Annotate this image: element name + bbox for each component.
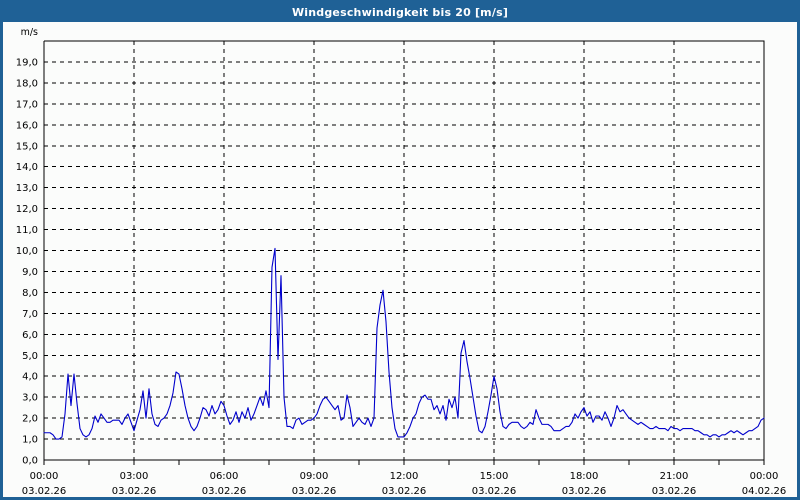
svg-text:3,0: 3,0: [22, 393, 38, 404]
svg-text:7,0: 7,0: [22, 309, 38, 320]
svg-text:19,0: 19,0: [16, 57, 38, 68]
y-axis-unit-label: m/s: [21, 27, 38, 38]
svg-text:14,0: 14,0: [16, 162, 38, 173]
svg-text:11,0: 11,0: [16, 225, 38, 236]
svg-text:06:00: 06:00: [210, 471, 239, 482]
svg-text:0,0: 0,0: [22, 456, 38, 467]
svg-text:03.02.26: 03.02.26: [472, 486, 517, 497]
svg-text:8,0: 8,0: [22, 288, 38, 299]
svg-text:18,0: 18,0: [16, 78, 38, 89]
svg-text:12,0: 12,0: [16, 204, 38, 215]
vertical-gridlines: [133, 41, 675, 460]
svg-text:9,0: 9,0: [22, 267, 38, 278]
svg-text:13,0: 13,0: [16, 183, 38, 194]
svg-text:00:00: 00:00: [30, 471, 59, 482]
svg-text:21:00: 21:00: [660, 471, 689, 482]
svg-text:18:00: 18:00: [570, 471, 599, 482]
svg-text:03.02.26: 03.02.26: [652, 486, 697, 497]
y-axis-tick-labels: 0,0 1,0 2,0 3,0 4,0 5,0 6,0 7,0 8,0 9,0 10,0 11,0 12…: [16, 57, 38, 466]
svg-text:5,0: 5,0: [22, 351, 38, 362]
chart-canvas: 0,0 1,0 2,0 3,0 4,0 5,0 6,0 7,0 8,0 9,0 10,0 11,0 12…: [3, 22, 797, 497]
svg-text:15,0: 15,0: [16, 141, 38, 152]
svg-text:12:00: 12:00: [390, 471, 419, 482]
svg-text:03.02.26: 03.02.26: [562, 486, 607, 497]
svg-text:10,0: 10,0: [16, 246, 38, 257]
svg-text:03.02.26: 03.02.26: [22, 486, 67, 497]
svg-text:16,0: 16,0: [16, 120, 38, 131]
svg-text:1,0: 1,0: [22, 435, 38, 446]
svg-text:6,0: 6,0: [22, 330, 38, 341]
svg-text:17,0: 17,0: [16, 99, 38, 110]
svg-text:03.02.26: 03.02.26: [382, 486, 427, 497]
window-title-bar: Windgeschwindigkeit bis 20 [m/s]: [3, 3, 797, 22]
svg-text:04.02.26: 04.02.26: [742, 486, 787, 497]
svg-text:03.02.26: 03.02.26: [292, 486, 337, 497]
svg-text:03.02.26: 03.02.26: [202, 486, 247, 497]
svg-text:00:00: 00:00: [750, 471, 779, 482]
svg-text:2,0: 2,0: [22, 414, 38, 425]
svg-text:09:00: 09:00: [300, 471, 329, 482]
svg-text:4,0: 4,0: [22, 372, 38, 383]
svg-text:15:00: 15:00: [480, 471, 509, 482]
svg-text:03:00: 03:00: [120, 471, 149, 482]
svg-text:03.02.26: 03.02.26: [112, 486, 157, 497]
wind-speed-line-chart: 0,0 1,0 2,0 3,0 4,0 5,0 6,0 7,0 8,0 9,0 10,0 11,0 12…: [16, 27, 787, 497]
x-axis-tick-marks: [43, 460, 765, 465]
wind-speed-series-line: [43, 247, 765, 440]
plot-axes: [43, 40, 765, 461]
x-axis-tick-labels: 00:00 03.02.26 03:00 03.02.26 06:00 03.02.26 0…: [22, 471, 787, 497]
